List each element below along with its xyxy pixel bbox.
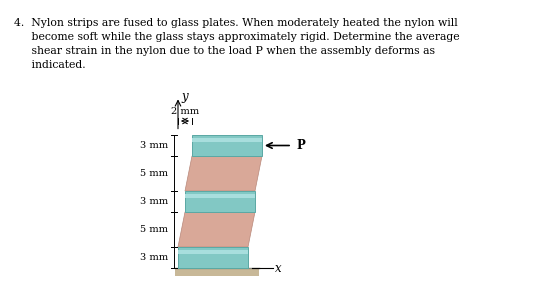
Polygon shape: [185, 194, 255, 198]
Text: 5 mm: 5 mm: [140, 169, 168, 178]
Text: indicated.: indicated.: [14, 60, 86, 70]
Polygon shape: [192, 138, 262, 142]
Polygon shape: [178, 250, 248, 254]
Text: 2 mm: 2 mm: [171, 107, 199, 116]
Bar: [185, 191, 255, 212]
Text: y: y: [181, 90, 188, 103]
Polygon shape: [178, 212, 255, 247]
Text: 3 mm: 3 mm: [140, 253, 168, 262]
Text: P: P: [296, 139, 305, 152]
Text: x: x: [274, 262, 281, 274]
Text: 5 mm: 5 mm: [140, 225, 168, 234]
Bar: [178, 247, 248, 268]
Polygon shape: [185, 156, 262, 191]
Text: 3 mm: 3 mm: [140, 141, 168, 150]
Text: become soft while the glass stays approximately rigid. Determine the average: become soft while the glass stays approx…: [14, 32, 460, 42]
Text: shear strain in the nylon due to the load P when the assembly deforms as: shear strain in the nylon due to the loa…: [14, 46, 435, 56]
Text: 3 mm: 3 mm: [140, 197, 168, 206]
Polygon shape: [175, 268, 258, 276]
Text: 4.  Nylon strips are fused to glass plates. When moderately heated the nylon wil: 4. Nylon strips are fused to glass plate…: [14, 18, 458, 28]
Bar: [192, 135, 262, 156]
